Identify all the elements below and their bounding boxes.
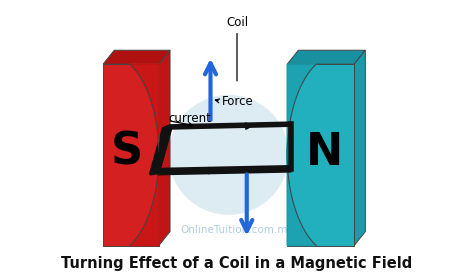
Polygon shape	[103, 50, 170, 64]
Circle shape	[169, 95, 289, 215]
Text: N: N	[306, 131, 344, 174]
Polygon shape	[103, 64, 159, 246]
Text: OnlineTuition.com.my: OnlineTuition.com.my	[180, 225, 294, 235]
Polygon shape	[287, 64, 354, 246]
Polygon shape	[130, 64, 159, 246]
Text: S: S	[111, 131, 143, 174]
Polygon shape	[159, 50, 170, 246]
Text: current: current	[169, 112, 211, 125]
Polygon shape	[287, 64, 316, 246]
Polygon shape	[287, 50, 365, 64]
Polygon shape	[287, 64, 316, 246]
Text: Force: Force	[222, 95, 254, 108]
Text: Coil: Coil	[226, 16, 248, 29]
Text: Turning Effect of a Coil in a Magnetic Field: Turning Effect of a Coil in a Magnetic F…	[61, 256, 413, 271]
Polygon shape	[354, 50, 365, 246]
Polygon shape	[130, 64, 159, 246]
